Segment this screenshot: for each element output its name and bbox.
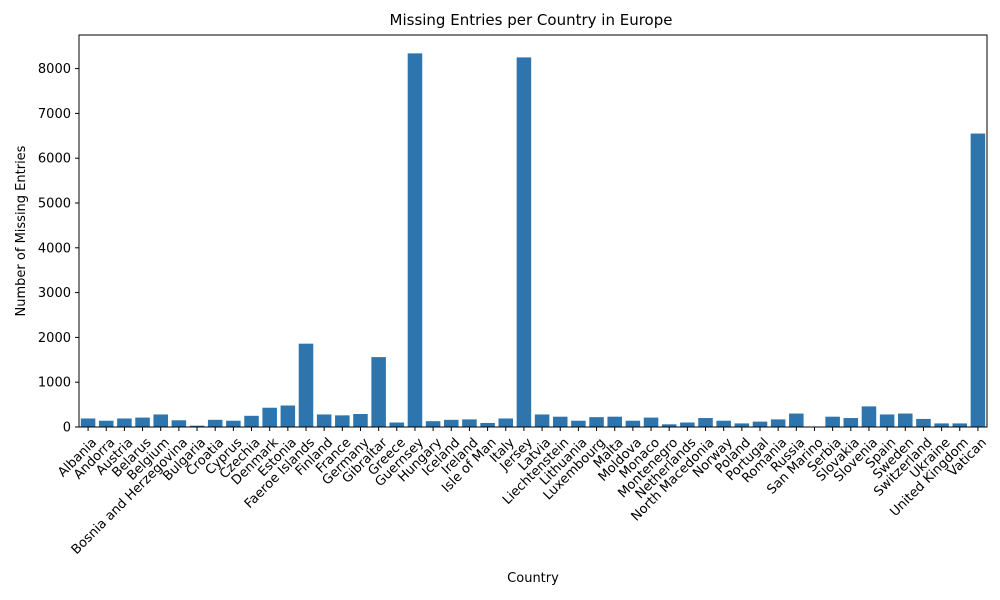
- bar: [226, 420, 241, 427]
- bar: [135, 417, 150, 427]
- bar: [770, 419, 786, 427]
- chart-title: Missing Entries per Country in Europe: [390, 11, 673, 29]
- bar: [371, 357, 386, 427]
- y-tick-label: 1000: [38, 376, 71, 391]
- bar: [462, 419, 477, 427]
- bar: [916, 418, 931, 427]
- bar: [825, 416, 840, 427]
- y-tick-label: 8000: [38, 62, 71, 77]
- bar: [298, 343, 314, 427]
- y-tick-label: 3000: [38, 286, 71, 301]
- bar: [353, 414, 368, 427]
- y-tick-label: 4000: [38, 241, 71, 256]
- y-tick-label: 0: [63, 421, 71, 436]
- bar: [589, 417, 604, 427]
- bar: [98, 420, 114, 427]
- bar: [316, 414, 332, 427]
- bar: [117, 418, 132, 427]
- bar: [625, 420, 641, 427]
- bar: [262, 407, 277, 427]
- bar: [716, 420, 731, 427]
- bar: [207, 419, 223, 427]
- bar: [789, 413, 804, 427]
- bar: [571, 420, 586, 427]
- y-axis-title: Number of Missing Entries: [14, 145, 29, 316]
- y-tick-label: 5000: [38, 197, 71, 212]
- bars: [80, 53, 986, 428]
- y-axis: 0 1000 2000 3000 4000 5000 6000 7000 8000: [38, 62, 79, 436]
- bar: [879, 414, 895, 427]
- bar: [970, 133, 986, 427]
- plot-frame: [78, 34, 988, 428]
- bar: [171, 420, 187, 427]
- bar: [698, 418, 713, 427]
- bar: [661, 424, 677, 427]
- bar: [280, 405, 296, 427]
- y-tick-label: 7000: [38, 107, 71, 122]
- bar: [444, 419, 459, 427]
- bar: [425, 421, 441, 427]
- bar: [335, 415, 350, 427]
- y-tick-label: 6000: [38, 152, 71, 167]
- bar: [843, 418, 859, 427]
- bar: [952, 423, 968, 427]
- x-axis: AlbaniaAndorraAustriaBelarusBelgiumBosni…: [55, 427, 990, 558]
- bar: [480, 422, 495, 427]
- bar: [552, 416, 568, 427]
- y-tick-label: 2000: [38, 331, 71, 346]
- bar: [861, 406, 877, 427]
- bar: [643, 417, 659, 427]
- bar: [153, 414, 168, 427]
- bar: [498, 418, 514, 427]
- bar: [607, 416, 622, 427]
- bar: [80, 418, 96, 427]
- x-axis-title: Country: [507, 571, 559, 586]
- bar: [680, 422, 695, 427]
- bar: [934, 423, 949, 427]
- bar: [244, 415, 259, 427]
- bar: [389, 422, 405, 427]
- bar: [752, 421, 768, 427]
- bar: [407, 53, 423, 427]
- bar: [189, 425, 205, 427]
- bar: [734, 423, 750, 427]
- bar: [898, 413, 913, 427]
- bar: [534, 414, 550, 427]
- bar: [516, 57, 532, 428]
